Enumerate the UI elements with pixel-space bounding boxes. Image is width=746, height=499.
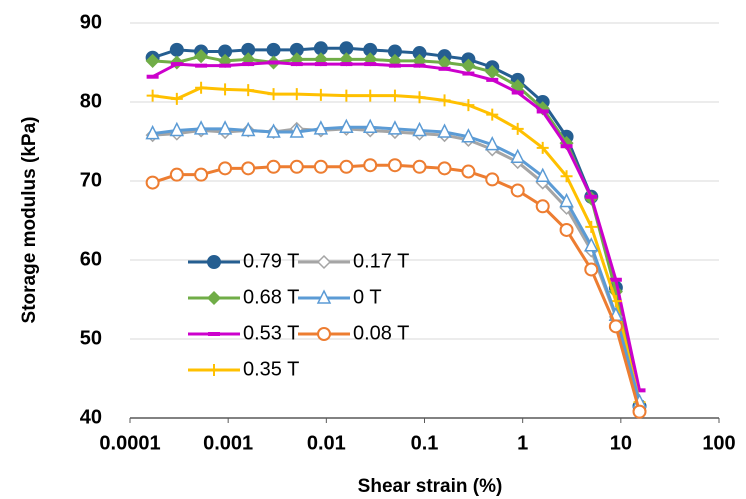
marker	[387, 158, 402, 173]
marker	[146, 89, 159, 102]
marker	[170, 92, 183, 105]
marker	[240, 121, 256, 137]
marker	[486, 108, 499, 121]
marker	[169, 42, 184, 57]
marker	[194, 167, 209, 182]
marker	[412, 121, 427, 137]
marker	[584, 237, 599, 252]
y-tick-label: 80	[80, 90, 102, 112]
marker	[314, 88, 327, 101]
marker	[510, 183, 525, 198]
marker	[266, 42, 281, 57]
y-tick-label: 60	[80, 248, 102, 270]
marker	[363, 118, 378, 134]
marker	[289, 123, 304, 138]
marker	[585, 220, 598, 233]
marker	[485, 172, 500, 187]
marker	[608, 319, 623, 334]
y-tick-label: 90	[80, 11, 102, 33]
marker	[219, 83, 232, 96]
marker	[340, 89, 353, 102]
marker	[169, 121, 185, 137]
marker	[584, 262, 599, 277]
y-tick-label: 40	[80, 406, 102, 428]
marker	[412, 159, 427, 174]
legend-label: 0 T	[353, 286, 382, 308]
y-tick-label: 50	[80, 327, 102, 349]
marker	[339, 159, 354, 174]
marker	[339, 118, 354, 134]
marker	[313, 120, 329, 135]
marker	[510, 148, 525, 164]
marker	[437, 123, 452, 138]
series	[145, 158, 647, 419]
marker	[317, 327, 331, 341]
marker	[364, 89, 377, 102]
marker	[195, 81, 208, 94]
marker	[632, 404, 647, 419]
x-axis-title: Shear strain (%)	[358, 476, 503, 497]
marker	[145, 175, 160, 190]
marker	[217, 120, 233, 135]
legend-label: 0.08 T	[353, 322, 409, 344]
marker	[242, 84, 255, 97]
x-tick-label: 1	[517, 432, 528, 454]
marker	[313, 159, 328, 174]
marker	[316, 254, 332, 270]
marker	[535, 167, 550, 183]
marker	[363, 158, 378, 173]
marker	[387, 120, 403, 135]
legend-label: 0.68 T	[243, 286, 299, 308]
marker	[207, 255, 221, 269]
legend-label: 0.17 T	[353, 250, 409, 272]
x-tick-label: 0.1	[411, 432, 439, 454]
marker	[535, 199, 550, 214]
marker	[206, 290, 222, 306]
marker	[290, 88, 303, 101]
marker	[388, 89, 401, 102]
marker	[208, 364, 220, 376]
marker	[241, 161, 256, 176]
series	[145, 118, 647, 408]
marker	[461, 128, 476, 143]
marker	[145, 53, 160, 68]
x-tick-label: 100	[702, 432, 735, 454]
x-tick-label: 10	[610, 432, 632, 454]
marker	[437, 161, 452, 176]
marker	[511, 122, 524, 135]
marker	[169, 167, 184, 182]
marker	[316, 289, 332, 304]
y-tick-label: 70	[80, 169, 102, 191]
legend-label: 0.53 T	[243, 322, 299, 344]
series	[146, 60, 646, 393]
x-tick-label: 0.0001	[99, 432, 160, 454]
marker	[462, 99, 475, 112]
x-tick-label: 0.01	[307, 432, 346, 454]
marker	[438, 94, 451, 107]
marker	[267, 88, 280, 101]
x-tick-label: 0.001	[203, 432, 253, 454]
marker	[485, 135, 500, 151]
y-axis-title: Storage modulus (kPa)	[19, 117, 40, 324]
marker	[413, 91, 426, 104]
marker	[536, 141, 549, 154]
legend-label: 0.79 T	[243, 250, 299, 272]
marker	[289, 159, 304, 174]
legend-label: 0.35 T	[243, 358, 299, 380]
marker	[194, 49, 209, 64]
marker	[193, 120, 209, 135]
marker	[218, 161, 233, 176]
marker	[266, 123, 281, 138]
marker	[560, 170, 573, 183]
marker	[559, 192, 574, 208]
marker	[266, 159, 281, 174]
marker	[559, 222, 574, 237]
marker	[145, 124, 160, 140]
marker	[461, 164, 476, 179]
